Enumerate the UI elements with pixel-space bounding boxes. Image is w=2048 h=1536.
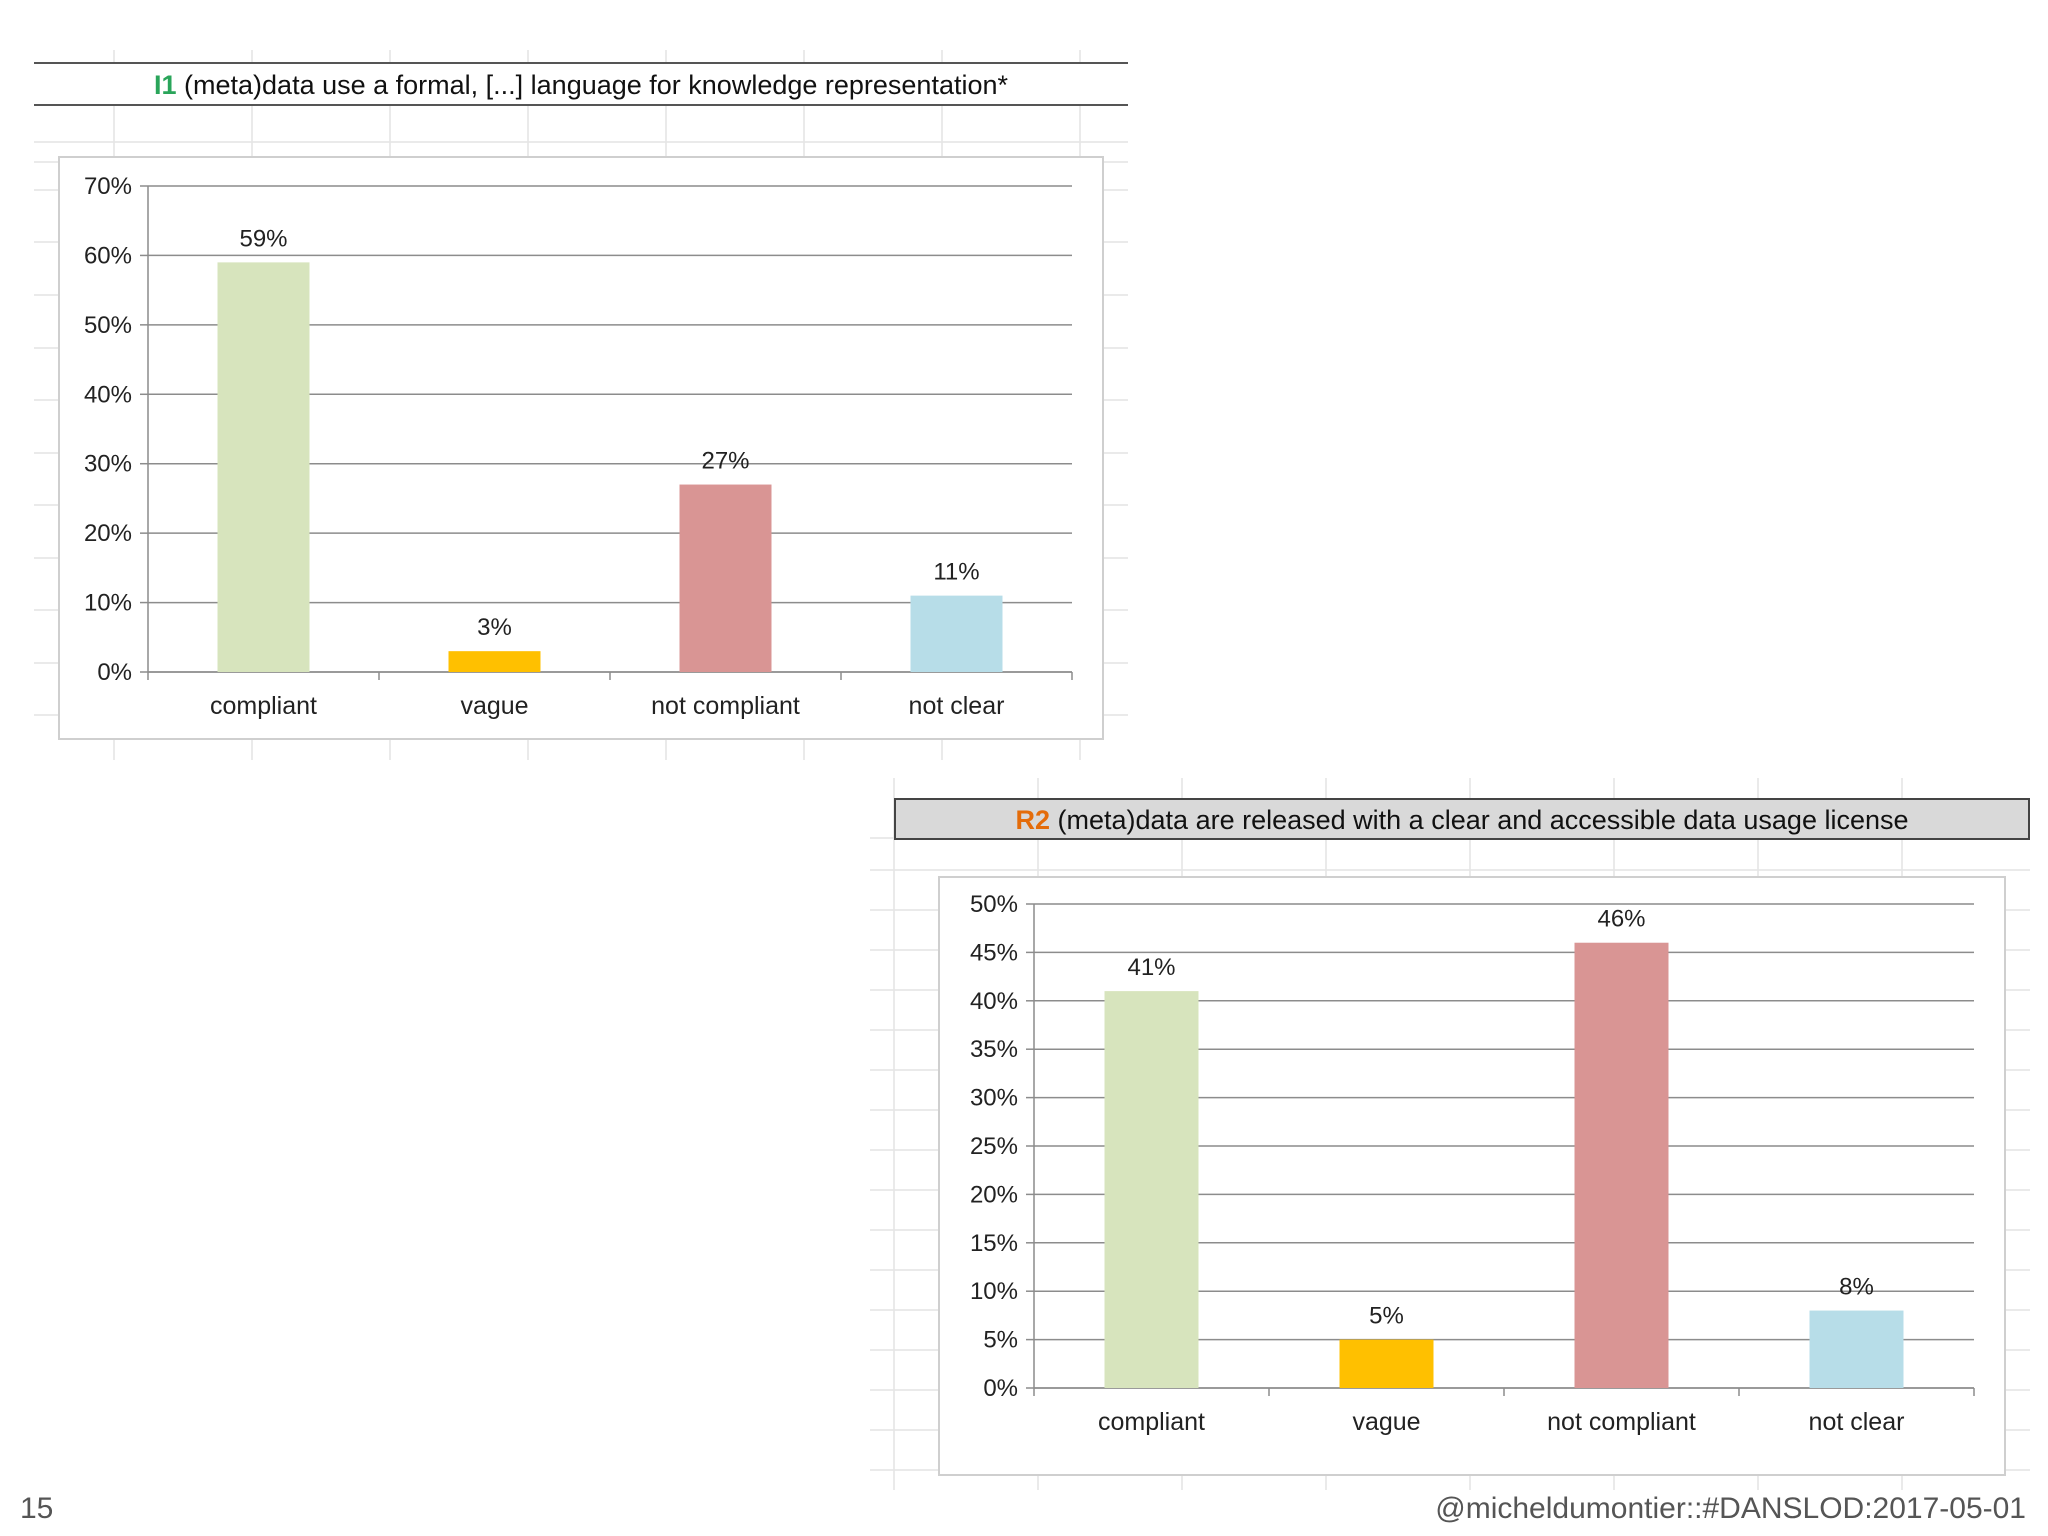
bar-not-clear bbox=[1809, 1310, 1904, 1388]
chart-1-title-bar: I1 (meta)data use a formal, [...] langua… bbox=[34, 62, 1128, 106]
footer-credit: @micheldumontier::#DANSLOD:2017-05-01 bbox=[1435, 1492, 2026, 1525]
x-category-label: not clear bbox=[909, 692, 1005, 720]
data-label: 59% bbox=[239, 225, 287, 252]
data-label: 27% bbox=[701, 448, 749, 475]
x-category-label: vague bbox=[460, 692, 528, 720]
chart-2-sheet: R2 (meta)data are released with a clear … bbox=[870, 778, 2030, 1490]
y-tick-label: 45% bbox=[970, 939, 1018, 966]
chart-1-title: (meta)data use a formal, [...] language … bbox=[184, 70, 1009, 100]
chart-2-plot: 0% 5% 10% 15% 20% 25% 30% 35% 40% 45% 50% 41% compli… bbox=[970, 891, 1975, 1436]
data-label: 46% bbox=[1597, 906, 1645, 933]
y-tick-label: 40% bbox=[84, 381, 132, 408]
data-label: 8% bbox=[1839, 1274, 1874, 1301]
chart-2-frame: 0% 5% 10% 15% 20% 25% 30% 35% 40% 45% 50% 41% compli… bbox=[938, 876, 2006, 1476]
chart-2-title-bar: R2 (meta)data are released with a clear … bbox=[894, 798, 2030, 840]
bar-vague bbox=[1339, 1339, 1434, 1388]
y-tick-label: 60% bbox=[84, 242, 132, 269]
bar-vague bbox=[448, 651, 541, 672]
y-tick-label: 5% bbox=[983, 1327, 1018, 1354]
chart-2-code: R2 bbox=[1015, 805, 1050, 835]
data-label: 3% bbox=[477, 614, 512, 641]
data-label: 5% bbox=[1369, 1303, 1404, 1330]
bar-not-clear bbox=[910, 595, 1003, 672]
bar-compliant bbox=[217, 262, 310, 672]
bar-compliant bbox=[1104, 991, 1199, 1388]
slide-number: 15 bbox=[20, 1492, 54, 1525]
chart-1-code: I1 bbox=[153, 70, 177, 100]
chart-1-sheet: I1 (meta)data use a formal, [...] langua… bbox=[34, 50, 1128, 760]
data-label: 11% bbox=[933, 559, 979, 586]
bar-not-compliant bbox=[679, 484, 772, 672]
y-tick-label: 30% bbox=[970, 1085, 1018, 1112]
x-category-label: vague bbox=[1352, 1408, 1420, 1436]
y-tick-label: 30% bbox=[84, 451, 132, 478]
y-tick-label: 35% bbox=[970, 1036, 1018, 1063]
y-tick-label: 10% bbox=[970, 1278, 1018, 1305]
x-category-label: compliant bbox=[1098, 1408, 1205, 1436]
chart-1-frame: 0% 10% 20% 30% 40% 50% 60% 70% 59% compliant 3% vag… bbox=[58, 156, 1104, 740]
bar-not-compliant bbox=[1574, 942, 1669, 1388]
y-tick-label: 10% bbox=[84, 590, 132, 617]
x-category-label: not clear bbox=[1809, 1408, 1905, 1436]
y-tick-label: 50% bbox=[84, 312, 132, 339]
x-category-label: not compliant bbox=[1547, 1408, 1696, 1436]
y-tick-label: 50% bbox=[970, 891, 1018, 918]
y-tick-label: 20% bbox=[970, 1181, 1018, 1208]
y-tick-label: 40% bbox=[970, 988, 1018, 1015]
x-category-label: compliant bbox=[210, 692, 317, 720]
y-tick-label: 0% bbox=[97, 659, 132, 686]
y-tick-label: 70% bbox=[84, 173, 132, 200]
y-tick-label: 25% bbox=[970, 1133, 1018, 1160]
chart-1-plot: 0% 10% 20% 30% 40% 50% 60% 70% 59% compliant 3% vag… bbox=[84, 173, 1073, 720]
y-tick-label: 0% bbox=[983, 1375, 1018, 1402]
data-label: 41% bbox=[1127, 954, 1175, 981]
y-tick-label: 20% bbox=[84, 520, 132, 547]
x-category-label: not compliant bbox=[651, 692, 800, 720]
y-tick-label: 15% bbox=[970, 1230, 1018, 1257]
chart-2-title: (meta)data are released with a clear and… bbox=[1057, 805, 1909, 835]
